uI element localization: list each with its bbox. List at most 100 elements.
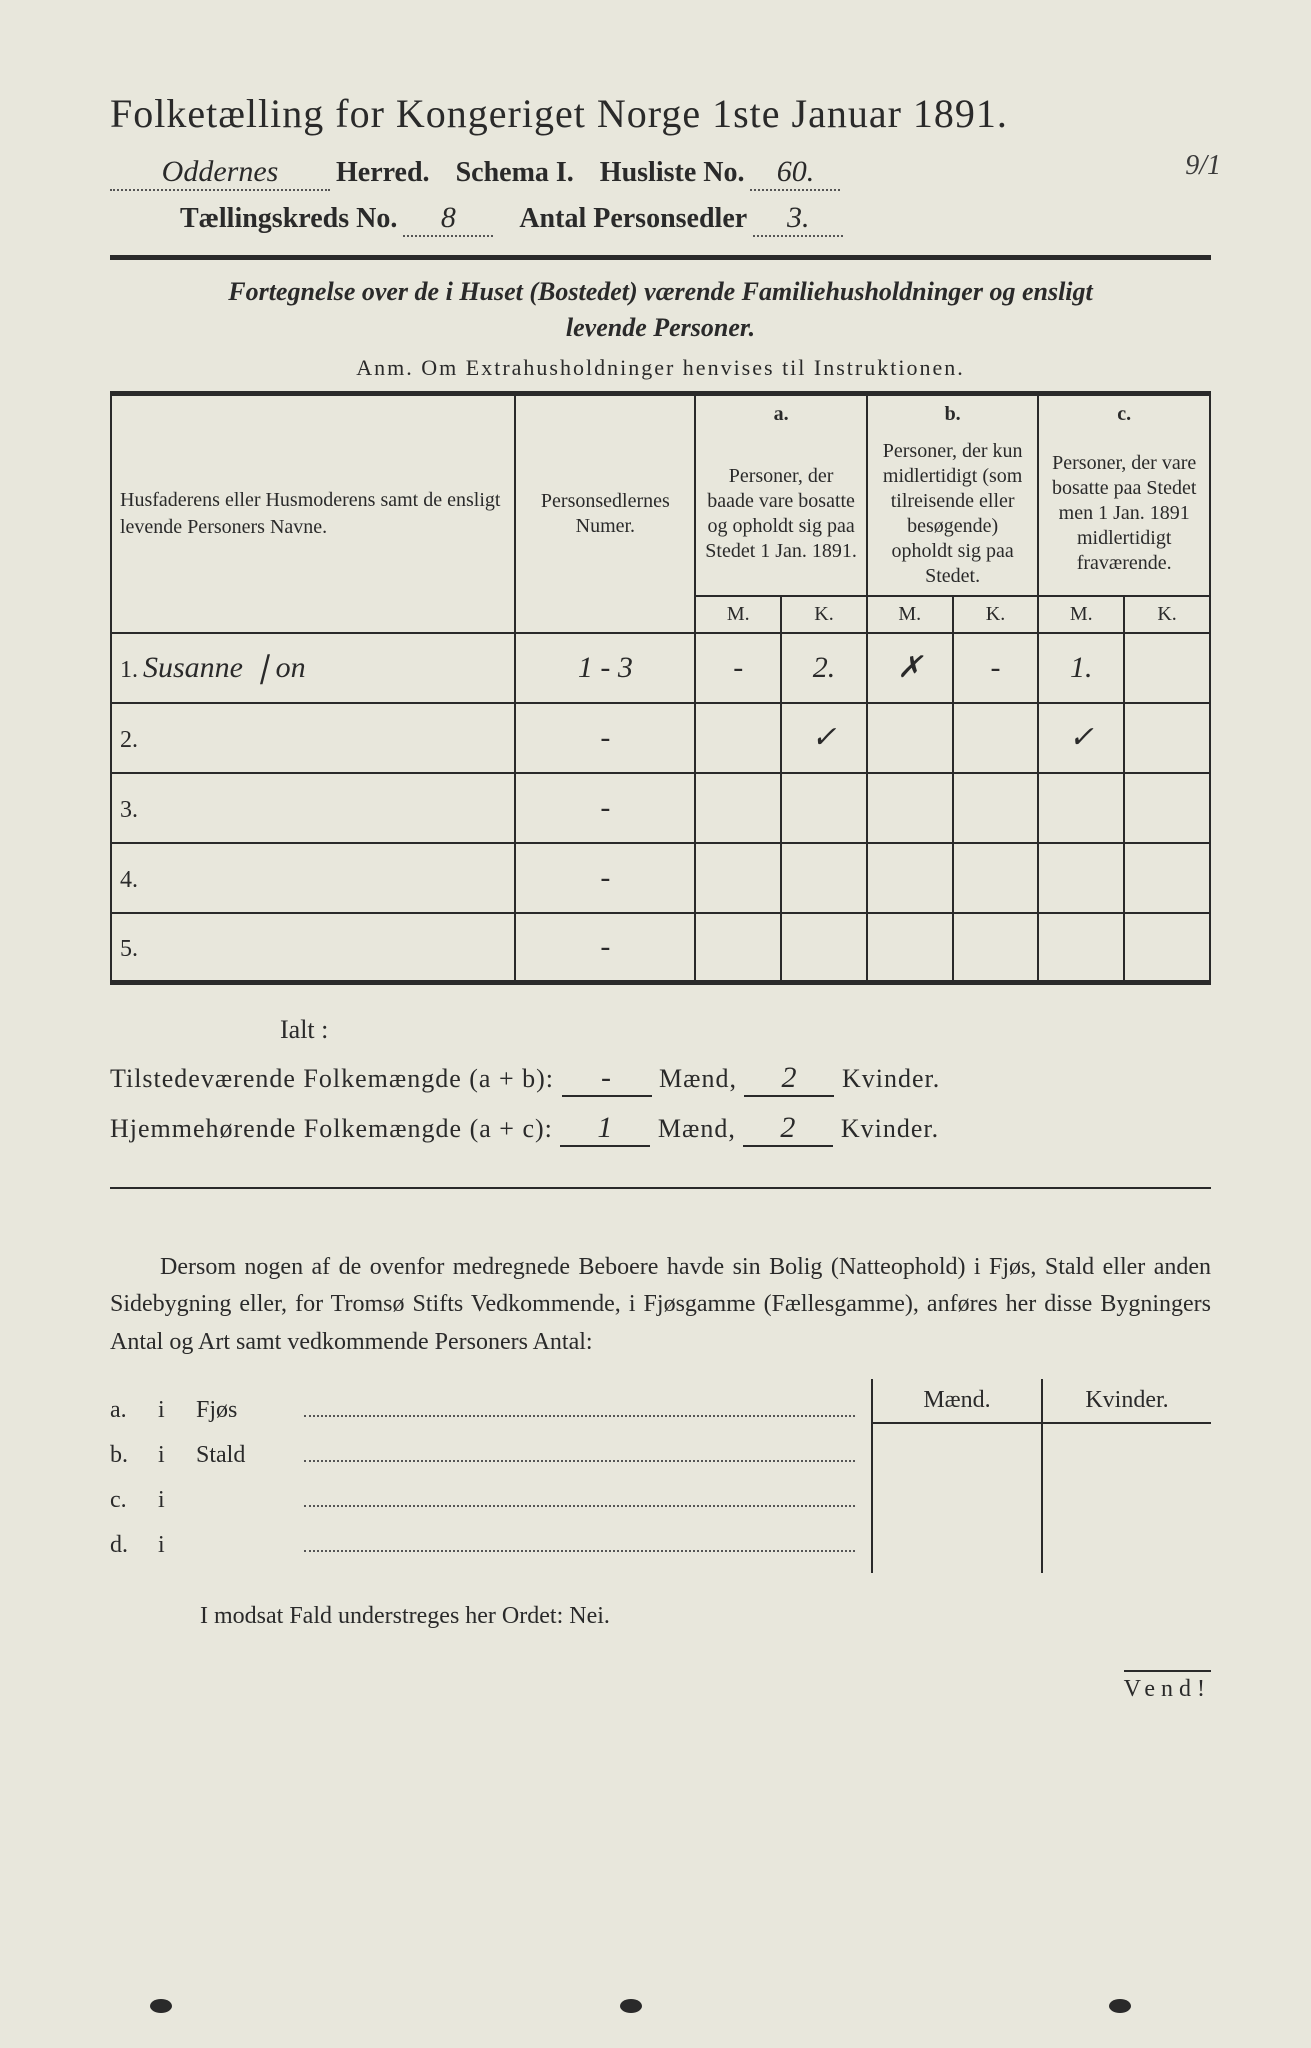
side-building-block: a.iFjøs b.iStald c.i d.i Mænd. Kvinder. xyxy=(110,1379,1211,1573)
th-a: Personer, der baade vare bosatte og opho… xyxy=(695,433,867,596)
table-cell: - xyxy=(953,633,1039,703)
th-b-m: M. xyxy=(867,596,953,633)
table-row: 5. - xyxy=(111,913,1210,983)
th-c-k: K. xyxy=(1124,596,1210,633)
hjemme-k: 2 xyxy=(743,1111,833,1147)
th-c-m: M. xyxy=(1038,596,1124,633)
side-row: d.i xyxy=(110,1528,855,1559)
table-cell: - xyxy=(515,703,695,773)
tilstede-m: - xyxy=(562,1061,652,1097)
table-cell xyxy=(1124,843,1210,913)
corner-note: 9/1 xyxy=(1185,150,1221,182)
table-cell: - xyxy=(695,633,781,703)
th-b: Personer, der kun midlertidigt (som tilr… xyxy=(867,433,1039,596)
table-cell: - xyxy=(515,773,695,843)
table-row: 3. - xyxy=(111,773,1210,843)
th-c-letter: c. xyxy=(1038,393,1210,433)
divider-rule xyxy=(110,255,1211,260)
subtitle: Fortegnelse over de i Huset (Bostedet) v… xyxy=(110,274,1211,347)
th-a-m: M. xyxy=(695,596,781,633)
tilstede-k: 2 xyxy=(744,1061,834,1097)
header-line-2: Tællingskreds No. 8 Antal Personsedler 3… xyxy=(180,201,1211,237)
table-cell xyxy=(695,703,781,773)
punch-hole xyxy=(1109,1999,1131,2013)
side-row: a.iFjøs xyxy=(110,1393,855,1424)
punch-hole xyxy=(620,1999,642,2013)
table-cell xyxy=(1038,843,1124,913)
table-cell: 1. xyxy=(1038,633,1124,703)
kreds-label: Tællingskreds No. xyxy=(180,203,397,235)
table-cell: 1 - 3 xyxy=(515,633,695,703)
mid-divider xyxy=(110,1187,1211,1189)
schema-label: Schema I. xyxy=(456,157,574,189)
th-b-letter: b. xyxy=(867,393,1039,433)
table-cell xyxy=(781,773,867,843)
census-table: Husfaderens eller Husmoderens samt de en… xyxy=(110,391,1211,986)
side-hdr-m: Mænd. xyxy=(873,1387,1041,1424)
vend-label: Vend! xyxy=(1124,1670,1211,1703)
side-hdr-k: Kvinder. xyxy=(1043,1387,1211,1424)
table-cell: - xyxy=(515,843,695,913)
table-cell xyxy=(867,703,953,773)
ialt-title: Ialt : xyxy=(280,1015,1211,1045)
table-cell: 4. xyxy=(111,843,515,913)
side-col-maend: Mænd. xyxy=(873,1379,1043,1573)
subtitle-line2: levende Personer. xyxy=(566,313,755,342)
table-row: 1. Susanne ❘on1 - 3-2.✗-1. xyxy=(111,633,1210,703)
table-cell: 5. xyxy=(111,913,515,983)
table-cell xyxy=(953,913,1039,983)
table-cell xyxy=(1038,773,1124,843)
table-cell xyxy=(867,773,953,843)
herred-handwritten: Oddernes xyxy=(110,155,330,191)
th-c: Personer, der vare bosatte paa Stedet me… xyxy=(1038,433,1210,596)
side-col-kvinder: Kvinder. xyxy=(1043,1379,1211,1573)
th-names: Husfaderens eller Husmoderens samt de en… xyxy=(111,393,515,633)
table-cell xyxy=(695,843,781,913)
anm-note: Anm. Om Extrahusholdninger henvises til … xyxy=(110,355,1211,381)
nei-line: I modsat Fald understreges her Ordet: Ne… xyxy=(110,1603,1211,1630)
table-cell xyxy=(695,773,781,843)
table-cell: ✓ xyxy=(781,703,867,773)
th-b-k: K. xyxy=(953,596,1039,633)
table-cell xyxy=(867,913,953,983)
subtitle-line1: Fortegnelse over de i Huset (Bostedet) v… xyxy=(228,277,1093,306)
tilstede-line: Tilstedeværende Folkemængde (a + b): - M… xyxy=(110,1061,1211,1097)
table-cell: 2. xyxy=(111,703,515,773)
header-line-1: Oddernes Herred. Schema I. Husliste No. … xyxy=(110,155,1211,191)
side-row: c.i xyxy=(110,1483,855,1514)
table-cell xyxy=(953,773,1039,843)
table-cell xyxy=(1124,913,1210,983)
th-a-k: K. xyxy=(781,596,867,633)
table-cell xyxy=(781,913,867,983)
herred-label: Herred. xyxy=(336,157,430,189)
table-cell: - xyxy=(515,913,695,983)
table-cell: 3. xyxy=(111,773,515,843)
table-cell xyxy=(1124,703,1210,773)
table-cell xyxy=(695,913,781,983)
table-cell xyxy=(781,843,867,913)
table-row: 4. - xyxy=(111,843,1210,913)
table-cell xyxy=(1038,913,1124,983)
personsedler-label: Antal Personsedler xyxy=(519,203,747,235)
husliste-label: Husliste No. xyxy=(600,157,745,189)
table-cell xyxy=(1124,633,1210,703)
instruction-paragraph: Dersom nogen af de ovenfor medregnede Be… xyxy=(110,1249,1211,1361)
table-cell xyxy=(867,843,953,913)
hjemme-m: 1 xyxy=(560,1111,650,1147)
punch-hole xyxy=(150,1999,172,2013)
husliste-no: 60. xyxy=(750,155,840,191)
hjemme-line: Hjemmehørende Folkemængde (a + c): 1 Mæn… xyxy=(110,1111,1211,1147)
table-cell: 2. xyxy=(781,633,867,703)
table-cell: 1. Susanne ❘on xyxy=(111,633,515,703)
table-cell xyxy=(953,703,1039,773)
page-title: Folketælling for Kongeriget Norge 1ste J… xyxy=(110,90,1211,137)
kreds-no: 8 xyxy=(403,201,493,237)
table-cell: ✓ xyxy=(1038,703,1124,773)
table-cell xyxy=(1124,773,1210,843)
table-row: 2. - ✓ ✓ xyxy=(111,703,1210,773)
th-a-letter: a. xyxy=(695,393,867,433)
table-cell xyxy=(953,843,1039,913)
totals-block: Ialt : Tilstedeværende Folkemængde (a + … xyxy=(110,1015,1211,1147)
table-cell: ✗ xyxy=(867,633,953,703)
side-row: b.iStald xyxy=(110,1438,855,1469)
